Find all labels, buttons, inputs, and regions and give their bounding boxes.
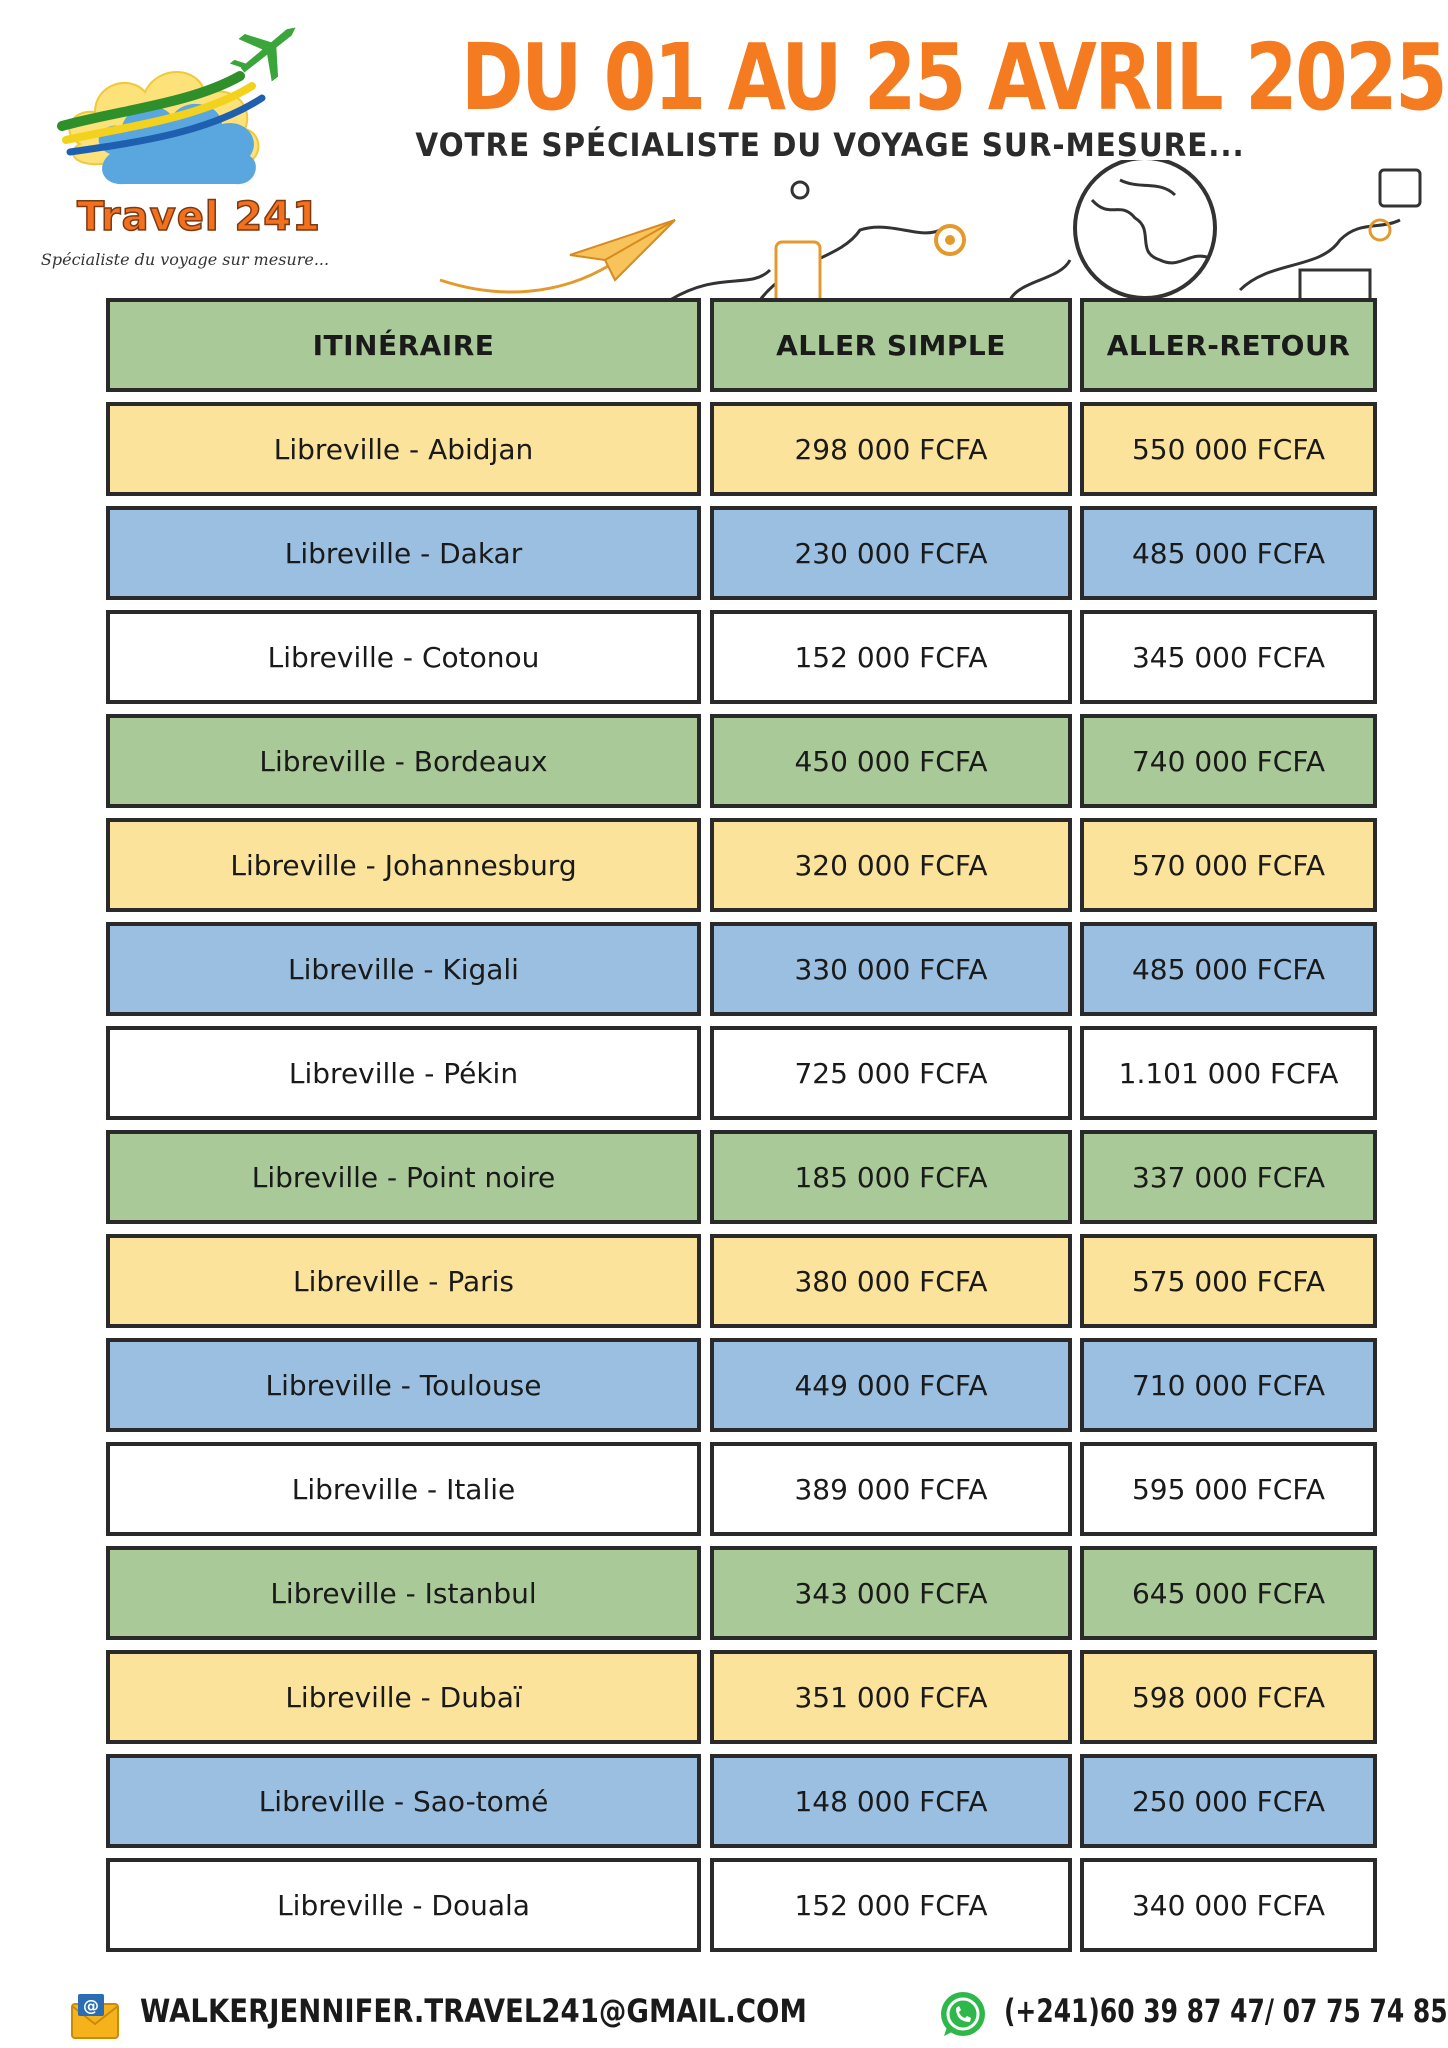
round-trip-price-cell: 485 000 FCFA [1080,506,1377,600]
one-way-price-cell: 380 000 FCFA [710,1234,1072,1328]
table-row: Libreville - Point noire 185 000 FCFA 33… [106,1130,1377,1224]
table-row: Libreville - Dakar 230 000 FCFA 485 000 … [106,506,1377,600]
page-title: DU 01 AU 25 AVRIL 2025 [461,24,1448,131]
one-way-price-cell: 148 000 FCFA [710,1754,1072,1848]
round-trip-price-cell: 570 000 FCFA [1080,818,1377,912]
route-cell: Libreville - Cotonou [106,610,701,704]
route-cell: Libreville - Italie [106,1442,701,1536]
one-way-price-cell: 298 000 FCFA [710,402,1072,496]
brand-tagline: Spécialiste du voyage sur mesure... [40,250,330,269]
contact-email[interactable]: WALKERJENNIFER.TRAVEL241@GMAIL.COM [140,1992,807,2030]
header-cell-itineraire: ITINÉRAIRE [106,298,701,392]
table-row: Libreville - Sao-tomé 148 000 FCFA 250 0… [106,1754,1377,1848]
table-row: Libreville - Dubaï 351 000 FCFA 598 000 … [106,1650,1377,1744]
one-way-price-cell: 330 000 FCFA [710,922,1072,1016]
table-row: Libreville - Paris 380 000 FCFA 575 000 … [106,1234,1377,1328]
round-trip-price-cell: 485 000 FCFA [1080,922,1377,1016]
table-row: Libreville - Istanbul 343 000 FCFA 645 0… [106,1546,1377,1640]
table-row: Libreville - Toulouse 449 000 FCFA 710 0… [106,1338,1377,1432]
one-way-price-cell: 449 000 FCFA [710,1338,1072,1432]
header-cell-aller-retour: ALLER-RETOUR [1080,298,1377,392]
table-row: Libreville - Cotonou 152 000 FCFA 345 00… [106,610,1377,704]
one-way-price-cell: 152 000 FCFA [710,1858,1072,1952]
route-cell: Libreville - Toulouse [106,1338,701,1432]
table-header-row: ITINÉRAIRE ALLER SIMPLE ALLER-RETOUR [106,298,1377,392]
table-row: Libreville - Bordeaux 450 000 FCFA 740 0… [106,714,1377,808]
route-cell: Libreville - Kigali [106,922,701,1016]
one-way-price-cell: 725 000 FCFA [710,1026,1072,1120]
route-cell: Libreville - Abidjan [106,402,701,496]
logo: Travel 241 Spécialiste du voyage sur mes… [40,14,330,274]
round-trip-price-cell: 645 000 FCFA [1080,1546,1377,1640]
table-row: Libreville - Johannesburg 320 000 FCFA 5… [106,818,1377,912]
route-cell: Libreville - Douala [106,1858,701,1952]
route-cell: Libreville - Dubaï [106,1650,701,1744]
one-way-price-cell: 389 000 FCFA [710,1442,1072,1536]
round-trip-price-cell: 598 000 FCFA [1080,1650,1377,1744]
round-trip-price-cell: 1.101 000 FCFA [1080,1026,1377,1120]
table-row: Libreville - Pékin 725 000 FCFA 1.101 00… [106,1026,1377,1120]
email-icon: @ [71,1994,119,2039]
round-trip-price-cell: 595 000 FCFA [1080,1442,1377,1536]
round-trip-price-cell: 740 000 FCFA [1080,714,1377,808]
contact-phone[interactable]: (+241)60 39 87 47/ 07 75 74 85 [1004,1992,1448,2030]
round-trip-price-cell: 345 000 FCFA [1080,610,1377,704]
footer: @ WALKERJENNIFER.TRAVEL241@GMAIL.COM (+2… [0,1980,1448,2048]
route-cell: Libreville - Istanbul [106,1546,701,1640]
svg-text:@: @ [83,1996,99,2015]
route-cell: Libreville - Dakar [106,506,701,600]
table-row: Libreville - Kigali 330 000 FCFA 485 000… [106,922,1377,1016]
round-trip-price-cell: 575 000 FCFA [1080,1234,1377,1328]
page-subtitle: VOTRE SPÉCIALISTE DU VOYAGE SUR-MESURE..… [415,126,1245,164]
table-row: Libreville - Abidjan 298 000 FCFA 550 00… [106,402,1377,496]
travel-doodles-icon [439,160,1422,310]
route-cell: Libreville - Pékin [106,1026,701,1120]
route-cell: Libreville - Sao-tomé [106,1754,701,1848]
round-trip-price-cell: 337 000 FCFA [1080,1130,1377,1224]
route-cell: Libreville - Paris [106,1234,701,1328]
one-way-price-cell: 343 000 FCFA [710,1546,1072,1640]
whatsapp-icon [941,1992,985,2036]
route-cell: Libreville - Bordeaux [106,714,701,808]
one-way-price-cell: 351 000 FCFA [710,1650,1072,1744]
route-cell: Libreville - Point noire [106,1130,701,1224]
round-trip-price-cell: 250 000 FCFA [1080,1754,1377,1848]
one-way-price-cell: 320 000 FCFA [710,818,1072,912]
one-way-price-cell: 230 000 FCFA [710,506,1072,600]
airplane-cloud-logo-icon [57,27,296,185]
round-trip-price-cell: 340 000 FCFA [1080,1858,1377,1952]
table-row: Libreville - Italie 389 000 FCFA 595 000… [106,1442,1377,1536]
table-row: Libreville - Douala 152 000 FCFA 340 000… [106,1858,1377,1952]
round-trip-price-cell: 550 000 FCFA [1080,402,1377,496]
header-cell-aller-simple: ALLER SIMPLE [710,298,1072,392]
route-cell: Libreville - Johannesburg [106,818,701,912]
round-trip-price-cell: 710 000 FCFA [1080,1338,1377,1432]
one-way-price-cell: 152 000 FCFA [710,610,1072,704]
one-way-price-cell: 185 000 FCFA [710,1130,1072,1224]
header: Travel 241 Spécialiste du voyage sur mes… [0,0,1448,310]
one-way-price-cell: 450 000 FCFA [710,714,1072,808]
brand-name: Travel 241 [76,193,321,241]
